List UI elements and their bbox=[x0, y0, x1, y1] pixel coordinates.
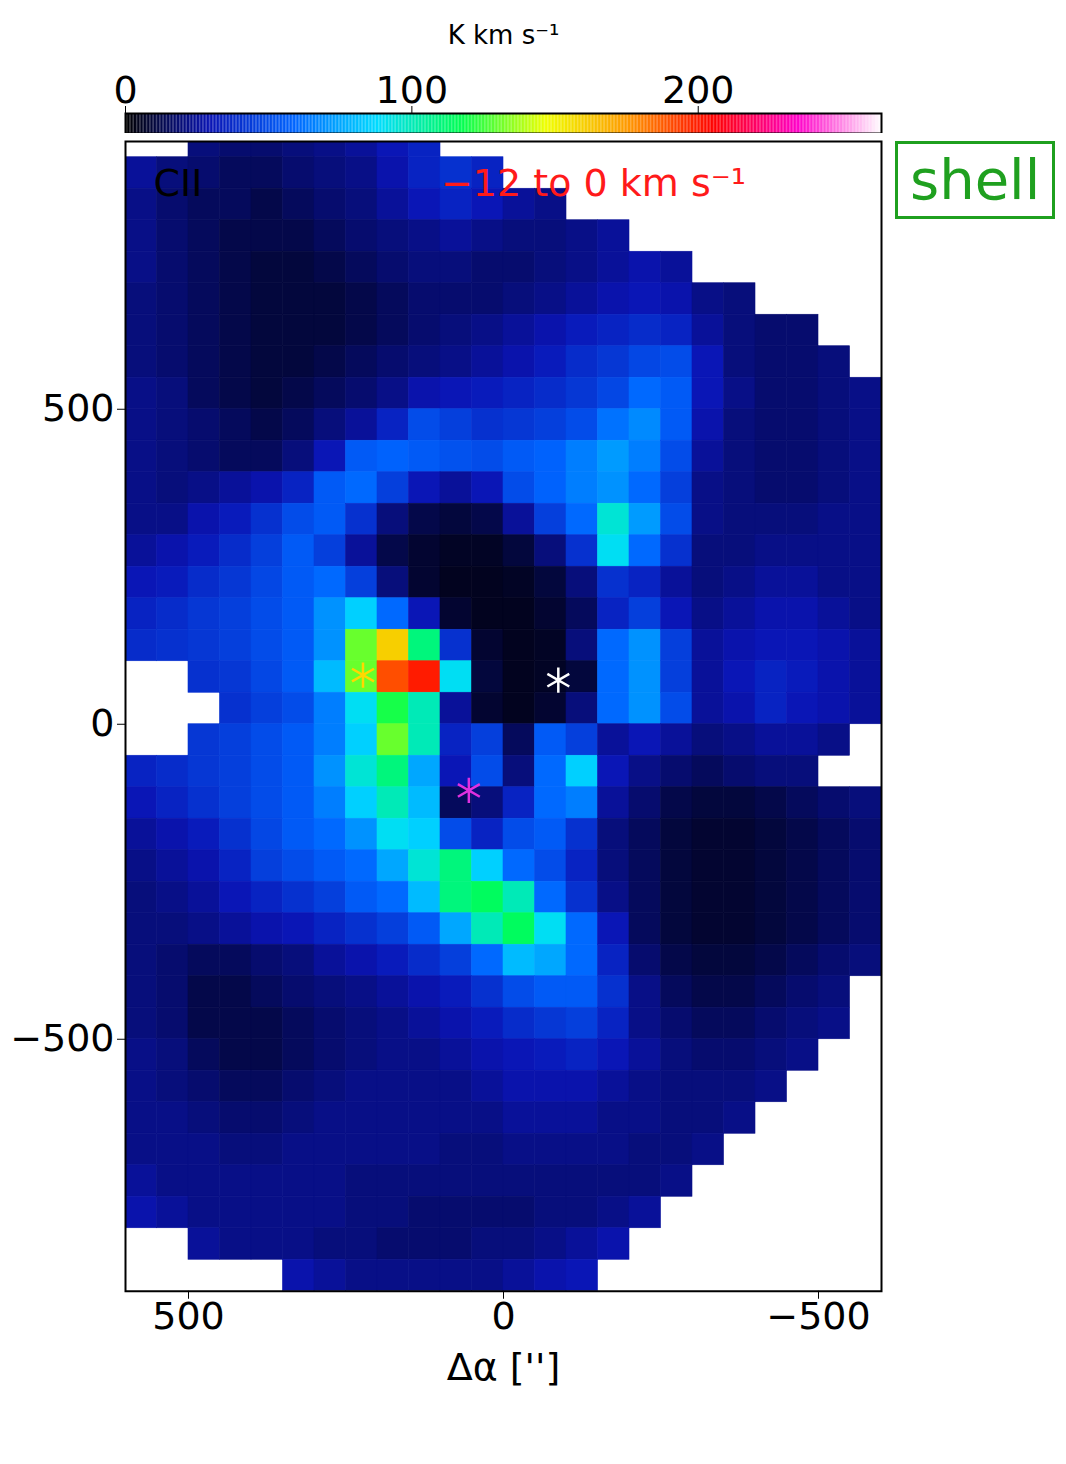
svg-text:−500: −500 bbox=[10, 1016, 114, 1060]
svg-text:Δα ['']: Δα [''] bbox=[447, 1345, 561, 1389]
svg-text:500: 500 bbox=[152, 1294, 225, 1338]
html-text:shell: shell bbox=[910, 147, 1041, 212]
svg-text:200: 200 bbox=[662, 68, 735, 112]
svg-text:0: 0 bbox=[113, 68, 137, 112]
svg-text:0: 0 bbox=[90, 701, 114, 745]
svg-text:K km s⁻¹: K km s⁻¹ bbox=[448, 20, 560, 50]
svg-text:−500: −500 bbox=[766, 1294, 870, 1338]
svg-text:100: 100 bbox=[376, 68, 449, 112]
svg-text:0: 0 bbox=[491, 1294, 515, 1338]
svg-text:500: 500 bbox=[42, 386, 115, 430]
svg-text:CII: CII bbox=[154, 161, 203, 205]
svg-text:−12 to 0 km s⁻¹: −12 to 0 km s⁻¹ bbox=[441, 161, 746, 205]
